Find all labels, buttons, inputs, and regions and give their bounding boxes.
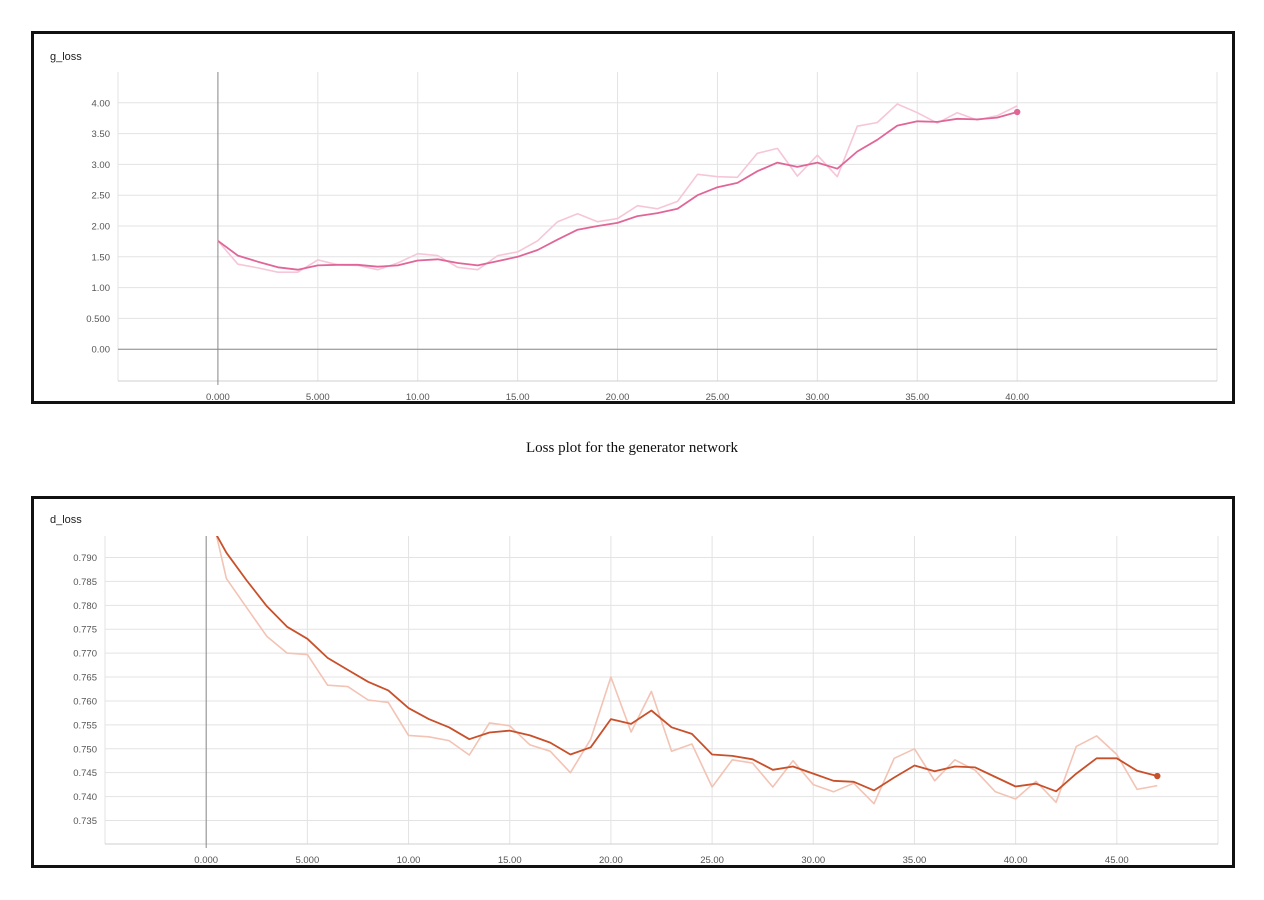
g-loss-x-tick-label: 20.00 <box>606 392 630 401</box>
g-loss-y-tick-label: 2.50 <box>92 191 111 202</box>
g-loss-y-tick-label: 0.500 <box>86 314 110 325</box>
g-loss-x-tick-label: 25.00 <box>706 392 730 401</box>
d-loss-y-tick-label: 0.775 <box>73 625 97 636</box>
d-loss-last-point-marker <box>1154 772 1161 780</box>
g-loss-chart-panel: g_loss 0.00 0.500 1.00 1.50 2.00 2.50 3.00 3.50… <box>31 31 1235 404</box>
g-loss-y-tick-label: 3.50 <box>92 129 111 140</box>
d-loss-y-tick-label: 0.770 <box>73 649 97 660</box>
g-loss-smoothed-series-line <box>217 111 1018 271</box>
d-loss-y-tick-label: 0.760 <box>73 696 97 707</box>
d-loss-x-tick-label: 0.000 <box>194 855 218 865</box>
g-loss-y-tick-label: 1.50 <box>92 252 111 263</box>
g-loss-x-tick-label: 30.00 <box>805 392 829 401</box>
d-loss-y-tick-label: 0.785 <box>73 577 97 588</box>
g-loss-y-tick-label: 3.00 <box>92 160 111 171</box>
d-loss-y-tick-label: 0.780 <box>73 601 97 612</box>
g-loss-x-tick-label: 0.000 <box>206 392 230 401</box>
g-loss-x-tick-label: 35.00 <box>905 392 929 401</box>
d-loss-y-tick-label: 0.755 <box>73 720 97 731</box>
d-loss-chart-panel: d_loss 0.735 0.740 0.745 0.750 0.755 0.760 0.7… <box>31 496 1235 868</box>
g-loss-x-tick-label: 40.00 <box>1005 392 1029 401</box>
figure-caption: Loss plot for the generator network <box>525 440 739 456</box>
g-loss-x-tick-label: 10.00 <box>406 392 430 401</box>
d-loss-y-tick-label: 0.735 <box>73 816 97 827</box>
d-loss-x-tick-label: 45.00 <box>1105 855 1129 865</box>
d-loss-x-tick-label: 15.00 <box>498 855 522 865</box>
d-loss-y-tick-label: 0.790 <box>73 553 97 564</box>
g-loss-y-tick-label: 0.00 <box>92 345 111 356</box>
g-loss-chart-title: g_loss <box>50 51 82 63</box>
d-loss-y-tick-label: 0.740 <box>73 792 97 803</box>
d-loss-raw-series-line <box>215 536 1158 805</box>
d-loss-x-tick-label: 30.00 <box>801 855 825 865</box>
d-loss-y-tick-label: 0.750 <box>73 744 97 755</box>
d-loss-x-tick-label: 10.00 <box>397 855 421 865</box>
g-loss-x-tick-label: 5.000 <box>306 392 330 401</box>
g-loss-chart: 0.00 0.500 1.00 1.50 2.00 2.50 3.00 3.50 4.00 0.0… <box>86 72 1218 401</box>
d-loss-y-tick-label: 0.745 <box>73 768 97 779</box>
d-loss-x-tick-label: 35.00 <box>903 855 927 865</box>
g-loss-y-tick-label: 1.00 <box>92 283 111 294</box>
d-loss-x-tick-label: 5.000 <box>295 855 319 865</box>
g-loss-y-tick-label: 4.00 <box>92 98 111 109</box>
g-loss-x-tick-label: 15.00 <box>506 392 530 401</box>
d-loss-x-tick-label: 40.00 <box>1004 855 1028 865</box>
d-loss-chart: 0.735 0.740 0.745 0.750 0.755 0.760 0.765 0.770… <box>73 536 1219 865</box>
d-loss-x-tick-label: 25.00 <box>700 855 724 865</box>
d-loss-y-tick-label: 0.765 <box>73 673 97 684</box>
d-loss-chart-title: d_loss <box>50 514 82 526</box>
g-loss-y-tick-label: 2.00 <box>92 222 111 233</box>
d-loss-x-tick-label: 20.00 <box>599 855 623 865</box>
g-loss-last-point-marker <box>1013 108 1021 116</box>
d-loss-smoothed-series-line <box>216 536 1158 793</box>
